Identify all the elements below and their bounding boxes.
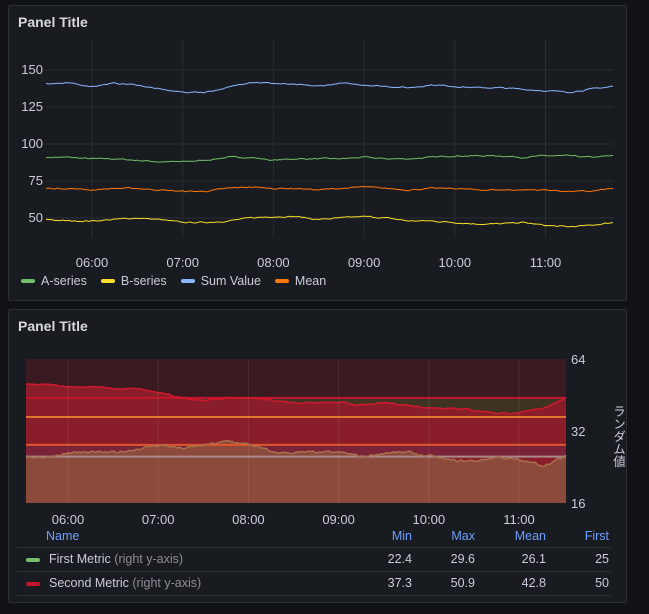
series-color-swatch: [21, 279, 35, 283]
panel-2: Panel Title 06:00 07:00 08:00 09:00 10:00 11:…: [8, 309, 627, 603]
series-color-swatch: [180, 279, 195, 283]
x-tick-label: 10:00: [439, 255, 472, 270]
x-tick-label: 07:00: [142, 512, 175, 527]
y-tick-label: 125: [21, 99, 43, 114]
legend-item[interactable]: Mean: [274, 274, 326, 288]
x-tick-label: 10:00: [413, 512, 446, 527]
x-tick-label: 07:00: [166, 255, 199, 270]
series-line-sum-value: [45, 81, 614, 94]
x-tick-label: 08:00: [257, 255, 290, 270]
series-color-swatch: [26, 557, 40, 562]
y-tick-label: 100: [21, 136, 43, 151]
x-tick-label: 09:00: [348, 255, 381, 270]
table-row[interactable]: Second Metric (right y-axis) 37.3 50.9 4…: [17, 570, 611, 596]
y-tick-label: 50: [29, 210, 43, 225]
y-tick-label: 75: [29, 173, 43, 188]
x-tick-label: 09:00: [322, 512, 355, 527]
first-metric-line: [25, 439, 567, 468]
series-color-swatch: [100, 279, 115, 283]
y-tick-label: 16: [571, 496, 585, 511]
legend-item[interactable]: B-series: [100, 274, 167, 288]
panel-title[interactable]: Panel Title: [18, 14, 88, 30]
col-min[interactable]: Min: [391, 528, 412, 543]
col-first[interactable]: First: [584, 528, 609, 543]
series-line-a-series: [45, 154, 613, 163]
y-tick-label: 64: [571, 352, 585, 367]
panel-1: Panel Title 50 75 100 125 150 06:00 07:00 08:00…: [8, 5, 627, 301]
table-row[interactable]: First Metric (right y-axis) 22.4 29.6 26…: [17, 546, 611, 571]
x-tick-label: 06:00: [76, 255, 109, 270]
series-color-swatch: [26, 581, 40, 586]
x-tick-label: 11:00: [530, 255, 562, 270]
col-name[interactable]: Name: [46, 528, 80, 543]
x-tick-label: 11:00: [503, 512, 535, 527]
y-axis-label: ランダム値: [611, 405, 625, 468]
threshold-band: [26, 444, 566, 457]
line-chart: 50 75 100 125 150 06:00 07:00 08:00 09:00 10:00 11…: [21, 40, 614, 270]
col-max[interactable]: Max: [451, 528, 475, 543]
y-tick-label: 150: [21, 62, 43, 77]
legend-table: Name Min Max Mean First First Metric (ri…: [17, 525, 611, 596]
x-tick-label: 08:00: [232, 512, 265, 527]
x-tick-label: 06:00: [52, 512, 85, 527]
y-tick-label: 32: [571, 424, 585, 439]
series-color-swatch: [274, 279, 289, 283]
series-line-b-series: [45, 215, 614, 228]
panel-title[interactable]: Panel Title: [18, 318, 88, 334]
legend: A-series B-series Sum Value Mean: [21, 274, 326, 288]
legend-item[interactable]: A-series: [21, 274, 87, 288]
area-chart: 06:00 07:00 08:00 09:00 10:00 11:00 16 32 64: [25, 352, 585, 527]
second-metric-line: [25, 383, 567, 415]
series-line-mean: [45, 185, 614, 193]
col-mean[interactable]: Mean: [514, 528, 546, 543]
legend-item[interactable]: Sum Value: [180, 274, 261, 288]
